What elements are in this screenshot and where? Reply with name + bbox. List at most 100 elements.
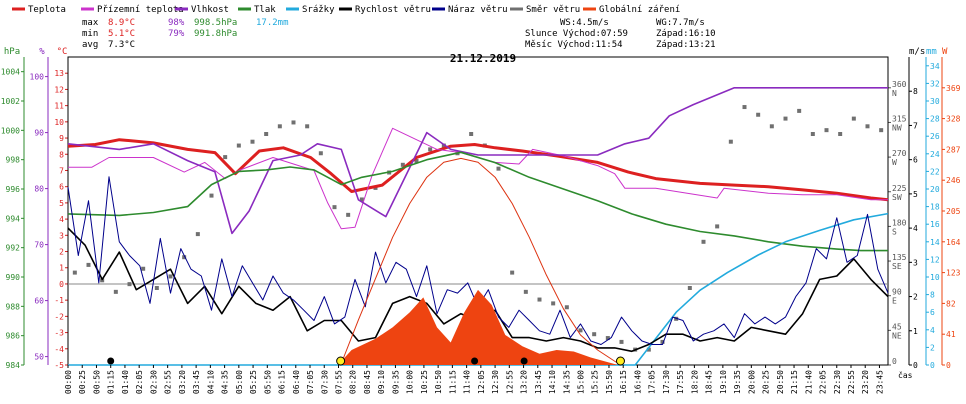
stats-panel: max 8.9°C 98% 998.5hPa 17.2mm min 5.1°C … bbox=[82, 18, 289, 50]
winddir-tick-label: 360 bbox=[892, 80, 907, 89]
winddir-dir-label: NE bbox=[892, 331, 902, 340]
x-tick-label: 15:00 bbox=[577, 370, 586, 394]
winddir-point bbox=[72, 270, 77, 275]
pressure-tick-label: 988 bbox=[6, 302, 21, 311]
right-axes: 360N315NW270W225SW180S135SE90E45NE0m/s01… bbox=[887, 47, 961, 370]
winddir-point bbox=[797, 108, 802, 113]
x-tick-label: 19:10 bbox=[719, 370, 728, 394]
x-tick-label: 02:05 bbox=[135, 370, 144, 394]
temperature-tick-label: 10 bbox=[54, 118, 64, 127]
humidity-tick-label: 60 bbox=[34, 297, 44, 306]
winddir-point bbox=[701, 239, 706, 244]
winddir-point bbox=[523, 289, 528, 294]
rain-tick-label: 0 bbox=[930, 361, 935, 370]
winddir-point bbox=[277, 124, 282, 129]
x-tick-label: 07:05 bbox=[306, 370, 315, 394]
legend-label: Rychlost větru bbox=[355, 5, 431, 15]
winddir-point bbox=[195, 232, 200, 237]
x-tick-label: 17:05 bbox=[648, 370, 657, 394]
x-tick-label: 01:40 bbox=[121, 370, 130, 394]
temperature-tick-label: 9 bbox=[59, 134, 64, 143]
x-tick-label: 05:50 bbox=[263, 370, 272, 394]
winddir-point bbox=[510, 270, 515, 275]
windspeed-tick-label: 0 bbox=[913, 361, 918, 370]
temperature-tick-label: 4 bbox=[59, 215, 64, 224]
winddir-point bbox=[578, 328, 583, 333]
temperature-tick-label: -5 bbox=[54, 361, 64, 370]
legend-label: Teplota bbox=[28, 5, 66, 15]
winddir-point bbox=[414, 158, 419, 163]
winddir-point bbox=[551, 301, 556, 306]
pressure-unit: hPa bbox=[4, 47, 20, 57]
x-tick-label: 07:30 bbox=[320, 370, 329, 394]
temperature-unit: °C bbox=[57, 47, 68, 57]
x-tick-label: 10:00 bbox=[406, 370, 415, 394]
x-tick-label: 21:40 bbox=[804, 370, 813, 394]
legend-label: Srážky bbox=[302, 5, 335, 15]
rain-tick-label: 12 bbox=[930, 255, 940, 264]
info-panel: WS:4.5m/s WG:7.7m/s Slunce Východ:07:59 … bbox=[525, 18, 716, 50]
radiation-tick-label: 164 bbox=[946, 238, 961, 247]
winddir-point bbox=[223, 155, 228, 160]
pressure-tick-label: 986 bbox=[6, 332, 21, 341]
x-tick-label: 10:25 bbox=[420, 370, 429, 394]
temperature-tick-label: 6 bbox=[59, 183, 64, 192]
winddir-point bbox=[86, 262, 91, 267]
x-tick-label: 17:55 bbox=[676, 370, 685, 394]
info-sun-rise: Slunce Východ:07:59 bbox=[525, 29, 628, 39]
rain-tick-label: 6 bbox=[930, 308, 935, 317]
x-tick-label: 20:00 bbox=[747, 370, 756, 394]
rain-tick-label: 8 bbox=[930, 291, 935, 300]
winddir-point bbox=[674, 316, 679, 321]
humidity-tick-label: 90 bbox=[34, 129, 44, 138]
x-tick-label: 06:40 bbox=[292, 370, 301, 394]
winddir-tick-label: 90 bbox=[892, 288, 902, 297]
x-tick-label: 03:45 bbox=[192, 370, 201, 394]
x-tick-label: 08:20 bbox=[349, 370, 358, 394]
stat-max-hum: 98% bbox=[168, 18, 185, 28]
winddir-point bbox=[154, 286, 159, 290]
rain-unit: mm bbox=[926, 47, 937, 57]
x-tick-label: 13:20 bbox=[520, 370, 529, 394]
winddir-tick-label: 45 bbox=[892, 322, 902, 331]
info-wg: WG:7.7m/s bbox=[656, 18, 705, 28]
rain-tick-label: 28 bbox=[930, 115, 940, 124]
moon-marker bbox=[107, 357, 115, 365]
winddir-point bbox=[346, 212, 351, 217]
x-tick-label: 15:25 bbox=[591, 370, 600, 394]
winddir-point bbox=[646, 347, 651, 352]
temperature-tick-label: 2 bbox=[59, 248, 64, 257]
rain-tick-label: 32 bbox=[930, 79, 940, 88]
winddir-point bbox=[715, 224, 720, 229]
pressure-tick-label: 998 bbox=[6, 156, 21, 165]
pressure-tick-label: 1002 bbox=[1, 97, 20, 106]
winddir-point bbox=[660, 339, 665, 344]
legend-label: Náraz větru bbox=[448, 5, 508, 15]
x-tick-label: 10:50 bbox=[434, 370, 443, 394]
winddir-point bbox=[250, 139, 255, 144]
winddir-point bbox=[100, 278, 105, 283]
x-tick-label: 20:25 bbox=[762, 370, 771, 394]
winddir-point bbox=[537, 297, 542, 302]
rain-tick-label: 2 bbox=[930, 343, 935, 352]
sunrise-marker bbox=[336, 356, 346, 366]
legend-label: Přízemní teplota bbox=[97, 5, 184, 15]
series-radiation-area bbox=[337, 289, 619, 365]
legend-label: Vlhkost bbox=[191, 5, 229, 15]
winddir-point bbox=[113, 289, 118, 294]
x-tick-label: 00:00 bbox=[64, 370, 73, 394]
rain-tick-label: 4 bbox=[930, 326, 935, 335]
astro-markers bbox=[107, 356, 625, 366]
moonrise-marker bbox=[471, 357, 479, 365]
stat-min-label: min bbox=[82, 29, 98, 39]
legend-label: Tlak bbox=[254, 5, 276, 15]
rain-tick-label: 24 bbox=[930, 150, 940, 159]
windspeed-tick-label: 4 bbox=[913, 224, 918, 233]
temperature-tick-label: 1 bbox=[59, 264, 64, 273]
x-tick-label: 02:30 bbox=[149, 370, 158, 394]
humidity-unit: % bbox=[39, 47, 45, 57]
x-tick-label: 16:15 bbox=[619, 370, 628, 394]
x-tick-label: 07:55 bbox=[334, 370, 343, 394]
rain-tick-label: 16 bbox=[930, 220, 940, 229]
